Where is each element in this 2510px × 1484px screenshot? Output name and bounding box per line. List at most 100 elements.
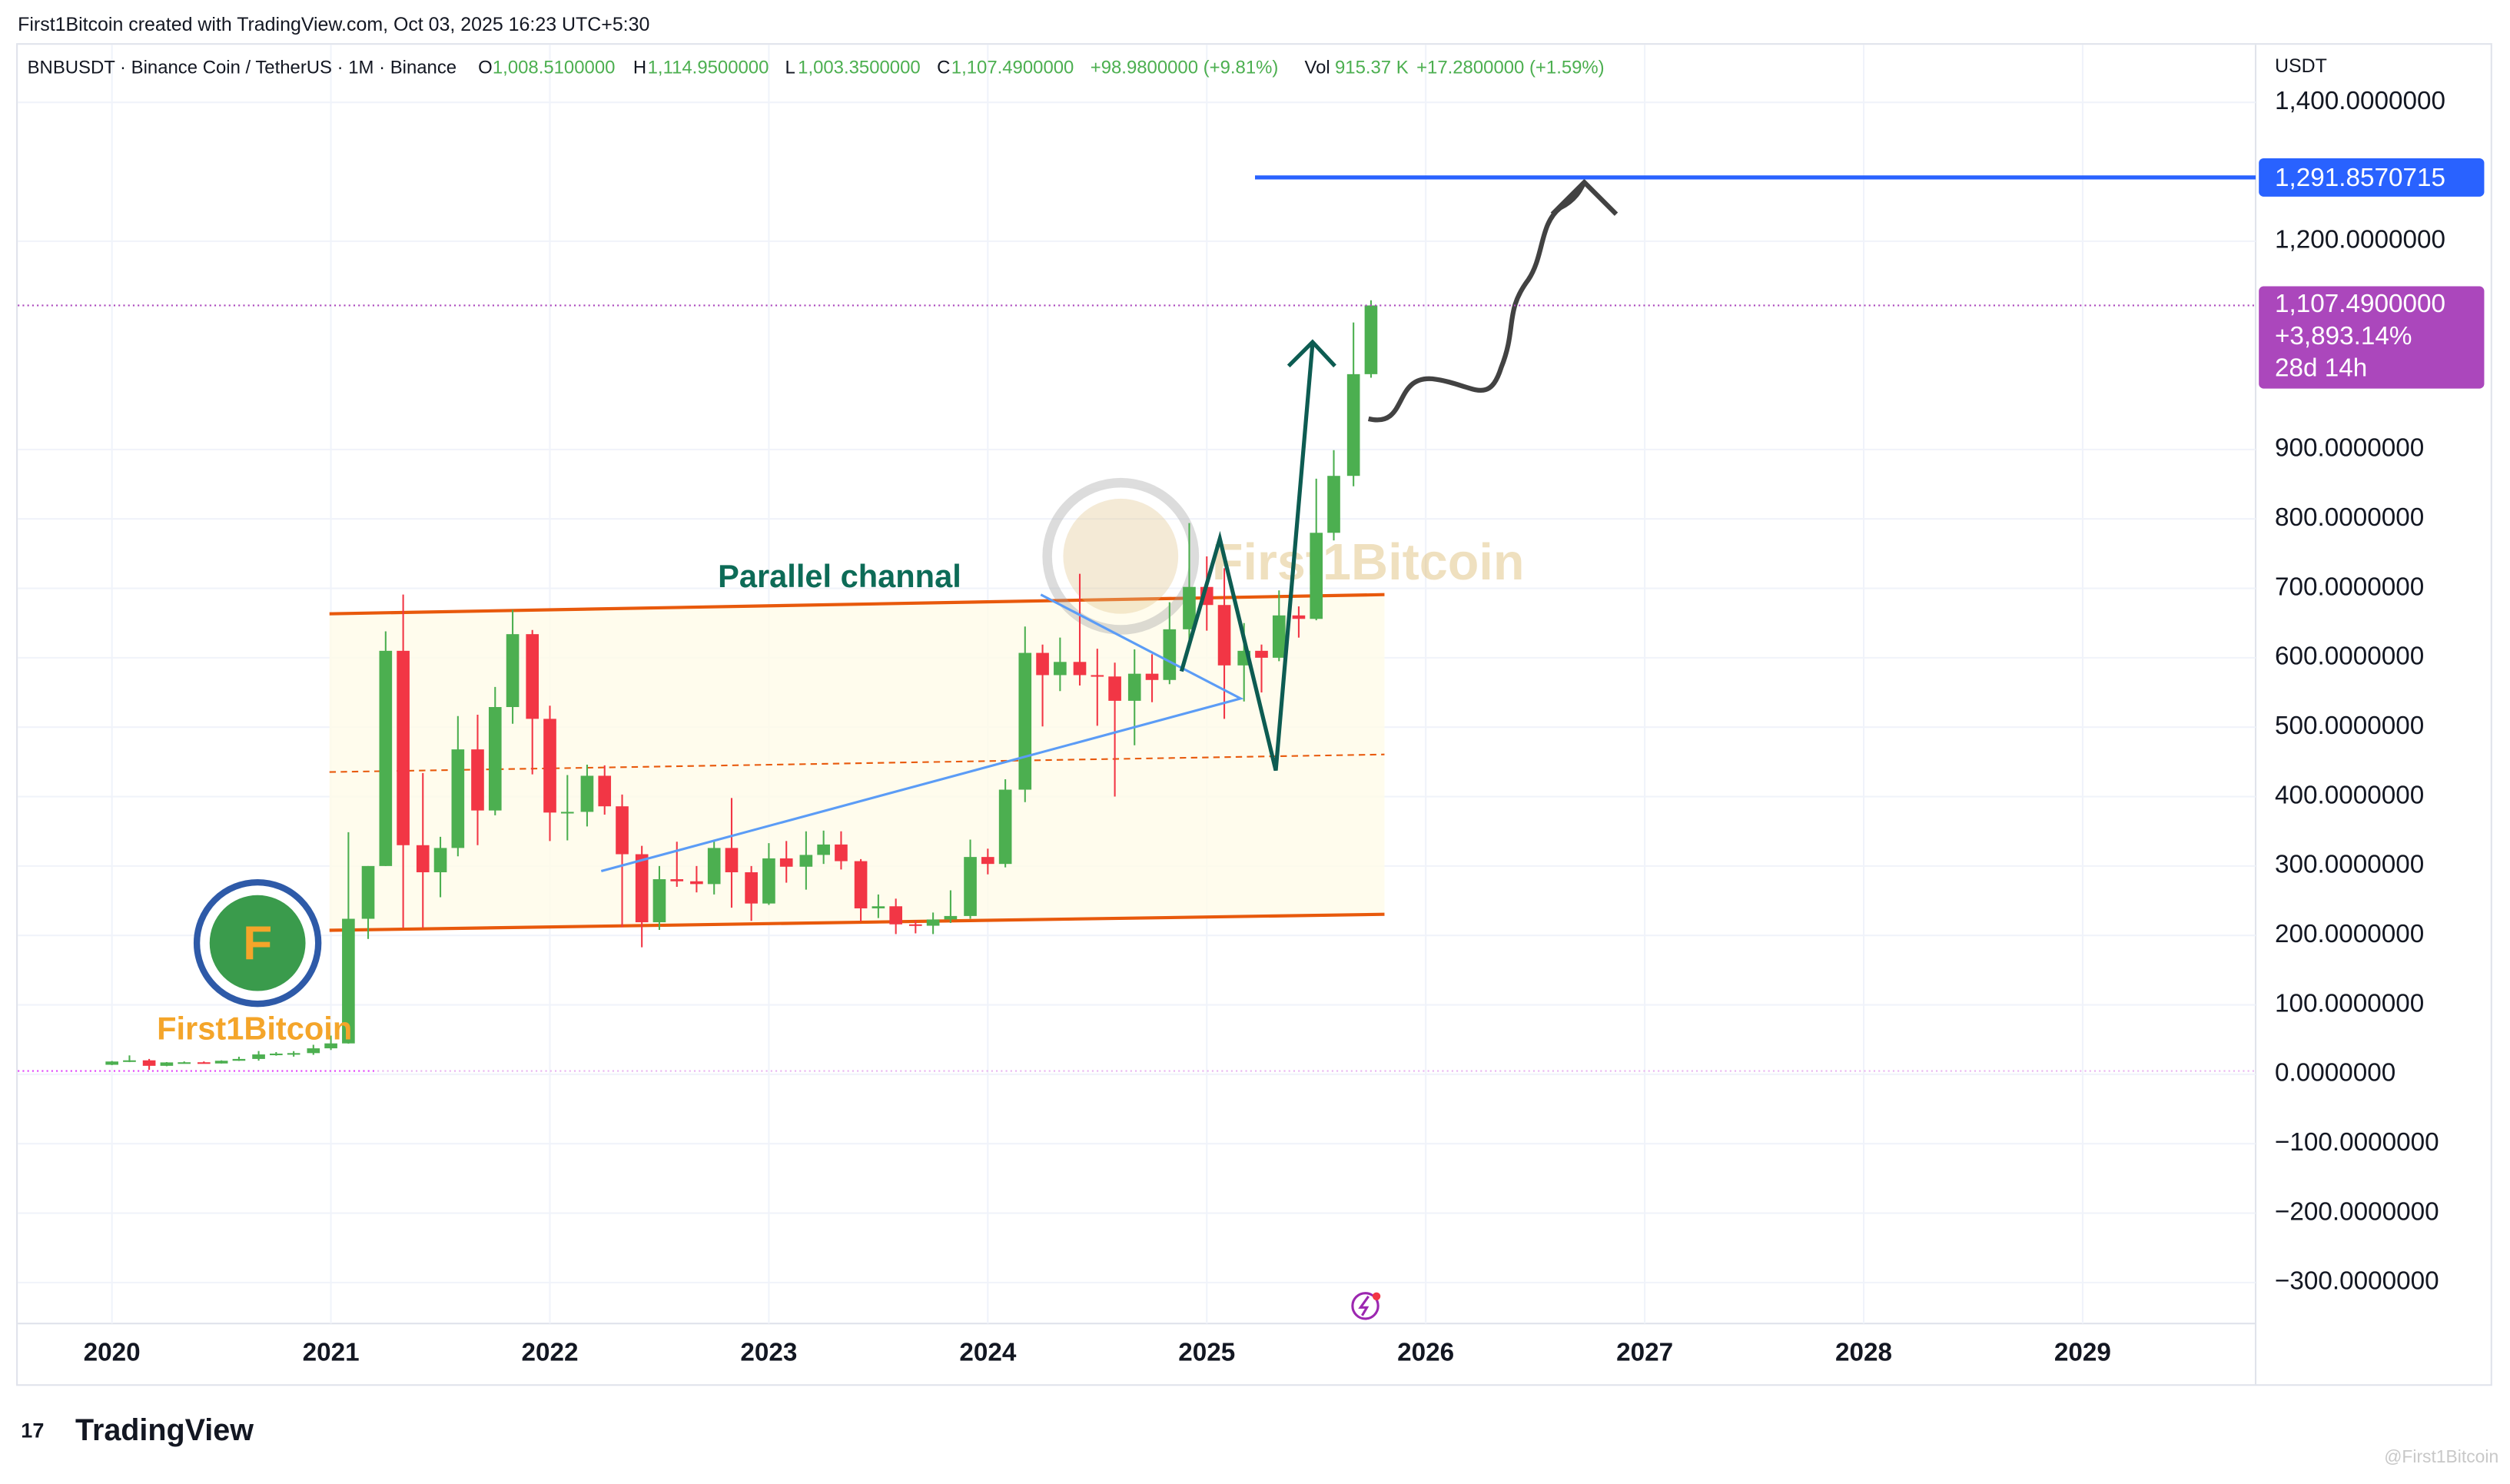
candle-body [451,749,465,848]
x-tick-label: 2028 [1835,1338,1892,1366]
y-tick-label: −300.0000000 [2275,1267,2439,1296]
candle-body [488,707,502,811]
candle-body [889,906,902,925]
candle-body [1292,615,1306,619]
candles [105,300,1378,1071]
change: +98.9800000 (+9.81%) [1091,58,1279,78]
candle-body [270,1053,283,1056]
target-tag [2259,158,2485,197]
y-tick-label: 400.0000000 [2275,781,2424,809]
candle-body [944,915,958,920]
watermark-text: First1Bitcoin [1212,534,1525,591]
candle-body [835,844,848,862]
logo-fill [209,895,306,991]
candle-body [872,906,885,908]
candle-body [1163,629,1177,680]
countdown: 28d 14h [2275,354,2367,382]
candle-body [1217,605,1231,666]
candle-body [1054,662,1067,676]
path-arrow [1550,178,1619,216]
y-tick-label: 0.0000000 [2275,1059,2395,1087]
last-price-change: +3,893.14% [2275,322,2412,350]
event-dot [1372,1292,1381,1301]
symbol: BNBUSDT · Binance Coin / TetherUS · 1M ·… [28,58,457,78]
y-tick-label: 200.0000000 [2275,920,2424,948]
candle-body [543,719,556,813]
footer-watermark: @First1Bitcoin [2384,1446,2498,1466]
vol-value: 915.37 K [1335,58,1409,78]
candle-body [707,848,721,885]
axes: 1,400.0000000 1,200.0000000 900.0000000 800… [18,87,2485,1366]
y-tick-label: 1,400.0000000 [2275,87,2445,115]
x-tick-label: 2023 [740,1338,797,1366]
logo-left: F First1Bitcoin [157,878,352,1047]
close-label: C [937,58,950,78]
candle-body [580,775,594,812]
x-tick-label: 2022 [521,1338,578,1366]
candle-body [1183,586,1196,629]
legend-header: BNBUSDT · Binance Coin / TetherUS · 1M ·… [28,58,1605,78]
candle-body [926,919,940,926]
candle-body [1364,305,1378,374]
candle-body [1255,650,1268,658]
y-tick-label: 800.0000000 [2275,503,2424,532]
event-icon [1351,1292,1381,1320]
y-tick-label: 600.0000000 [2275,642,2424,671]
open-value: 1,008.5100000 [493,58,616,78]
candle-body [214,1061,228,1064]
brand-mark: 17 [21,1419,44,1443]
brand[interactable]: TradingView [75,1413,254,1447]
vol-change: +17.2800000 (+1.59%) [1416,58,1605,78]
y-tick-label: 300.0000000 [2275,851,2424,879]
candle-body [908,924,922,926]
candle-body [725,848,739,873]
candle-body [1108,676,1121,701]
candle-body [433,848,447,873]
candle-body [232,1058,246,1061]
candle-body [526,634,540,719]
watermark-logo [1063,498,1179,614]
candle-body [779,858,793,867]
close-value: 1,107.4900000 [951,58,1074,78]
candle-body [1091,675,1104,677]
high-label: H [633,58,646,78]
candle-body [1327,476,1340,533]
vol-label: Vol [1304,58,1330,78]
projection-arrow [1287,339,1336,368]
candle-body [342,918,355,1044]
open-label: O [478,58,493,78]
logo-mark: F [243,917,272,970]
candle-body [105,1061,118,1065]
candle-body [1346,373,1360,476]
currency: USDT [2275,55,2327,77]
x-tick-label: 2020 [84,1338,141,1366]
event-circle [1351,1292,1380,1320]
footer: 17 TradingView @First1Bitcoin [21,1413,2498,1466]
y-tick-label: 700.0000000 [2275,573,2424,601]
low-label: L [785,58,795,78]
candle-body [1145,673,1159,680]
candle-body [361,865,375,919]
x-tick-label: 2027 [1616,1338,1673,1366]
candle-body [379,650,393,866]
candle-body [652,879,666,923]
candle-body [1127,673,1141,701]
candle-body [1310,533,1323,619]
candle-body [981,857,994,865]
candle-body [817,844,830,855]
candle-body [416,845,430,873]
candle-body [471,749,484,811]
candle-body [287,1053,300,1055]
projection-path [1179,343,1315,772]
last-price-label: 1,107.4900000 [2275,290,2445,318]
candle-body [745,872,758,904]
candle-body [1018,652,1032,790]
candle-body [854,861,868,908]
y-tick-label: 1,200.0000000 [2275,226,2445,254]
candle-body [635,854,649,923]
candle-body [690,881,703,885]
candle-body [799,855,813,867]
candle-body [123,1060,136,1062]
candle-body [252,1054,265,1059]
